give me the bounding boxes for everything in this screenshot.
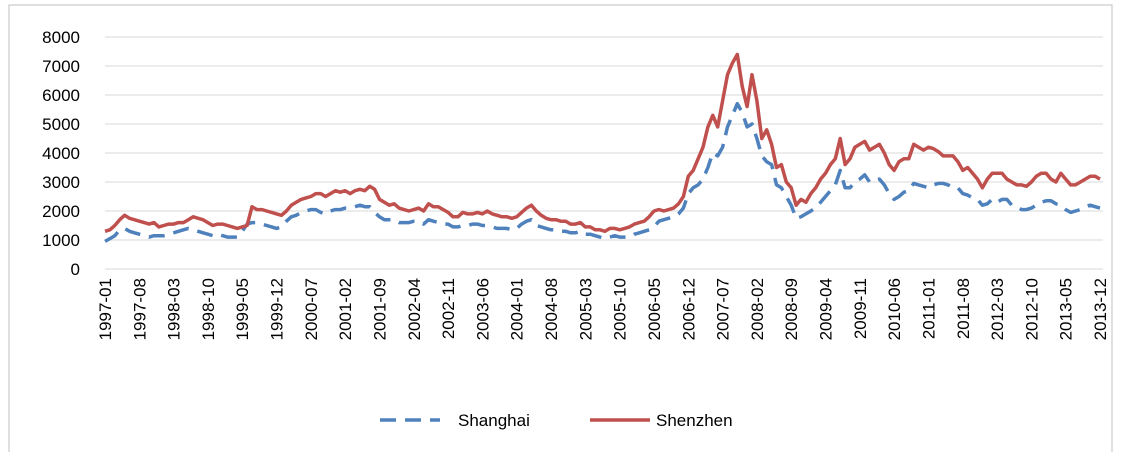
legend-label: Shanghai bbox=[458, 411, 530, 430]
x-tick-label: 2002-11 bbox=[439, 278, 458, 339]
x-tick-label: 2001-09 bbox=[370, 278, 389, 340]
x-tick-label: 2012-10 bbox=[1022, 278, 1041, 340]
y-tick-label: 2000 bbox=[42, 202, 80, 221]
y-tick-label: 3000 bbox=[42, 173, 80, 192]
x-tick-label: 2005-10 bbox=[611, 278, 630, 340]
x-tick-label: 1999-12 bbox=[268, 278, 287, 340]
y-tick-label: 1000 bbox=[42, 231, 80, 250]
legend-label: Shenzhen bbox=[656, 411, 733, 430]
x-tick-label: 2000-07 bbox=[302, 278, 321, 340]
x-tick-label: 2007-07 bbox=[714, 278, 733, 340]
x-tick-label: 2001-02 bbox=[336, 278, 355, 340]
x-tick-label: 2005-03 bbox=[576, 278, 595, 340]
y-tick-label: 4000 bbox=[42, 144, 80, 163]
x-tick-label: 1998-10 bbox=[199, 278, 218, 340]
x-tick-label: 2013-05 bbox=[1057, 278, 1076, 340]
y-tick-label: 6000 bbox=[42, 86, 80, 105]
x-tick-label: 2008-02 bbox=[748, 278, 767, 340]
x-tick-label: 2011-08 bbox=[954, 278, 973, 339]
y-tick-label: 0 bbox=[71, 260, 80, 279]
x-tick-label: 2004-01 bbox=[508, 278, 527, 340]
x-tick-label: 2002-04 bbox=[405, 278, 424, 340]
y-tick-label: 8000 bbox=[42, 28, 80, 47]
series-line bbox=[104, 52, 1101, 234]
chart-frame bbox=[8, 4, 1113, 452]
x-tick-label: 2010-06 bbox=[885, 278, 904, 340]
x-tick-label: 2011-01 bbox=[919, 278, 938, 339]
x-tick-label: 2004-08 bbox=[542, 278, 561, 340]
x-tick-label: 2008-09 bbox=[782, 278, 801, 340]
x-tick-label: 2006-05 bbox=[645, 278, 664, 340]
x-tick-label: 2006-12 bbox=[679, 278, 698, 340]
x-tick-label: 1997-01 bbox=[96, 278, 115, 340]
y-tick-label: 7000 bbox=[42, 57, 80, 76]
series-line bbox=[104, 101, 1101, 243]
x-tick-label: 2009-04 bbox=[817, 278, 836, 340]
x-tick-label: 1998-03 bbox=[165, 278, 184, 340]
x-tick-label: 2009-11 bbox=[851, 278, 870, 339]
y-tick-label: 5000 bbox=[42, 115, 80, 134]
x-tick-label: 1999-05 bbox=[233, 278, 252, 340]
x-tick-label: 2003-06 bbox=[473, 278, 492, 340]
x-tick-label: 2013-12 bbox=[1091, 278, 1110, 340]
x-tick-label: 1997-08 bbox=[130, 278, 149, 340]
x-tick-label: 2012-03 bbox=[988, 278, 1007, 340]
